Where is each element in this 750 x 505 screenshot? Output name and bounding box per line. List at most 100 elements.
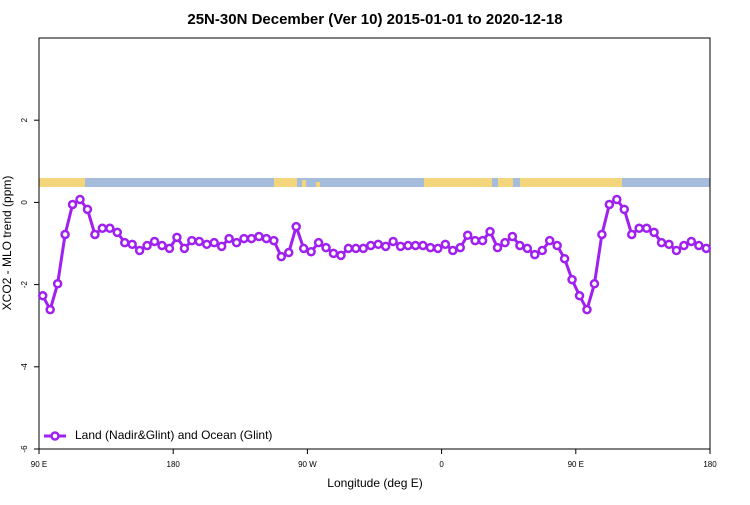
data-point xyxy=(477,235,488,246)
data-point xyxy=(313,237,324,248)
data-point xyxy=(321,242,331,253)
data-point xyxy=(664,239,674,250)
data-point xyxy=(574,290,585,301)
data-point xyxy=(671,245,682,256)
data-point xyxy=(157,240,167,251)
data-point xyxy=(656,237,667,248)
data-point xyxy=(246,233,257,244)
x-axis-label: Longitude (deg E) xyxy=(327,476,422,490)
data-point xyxy=(90,229,100,240)
data-point xyxy=(462,230,473,241)
plot-frame xyxy=(38,37,711,450)
data-point xyxy=(164,243,175,254)
data-point xyxy=(530,249,540,260)
data-point xyxy=(567,274,577,285)
data-point xyxy=(589,279,600,289)
data-point xyxy=(641,223,652,234)
data-point xyxy=(239,233,249,244)
data-point xyxy=(507,231,518,242)
data-point xyxy=(500,237,510,248)
data-point xyxy=(328,248,339,259)
y-tick-label: -4 xyxy=(20,363,29,371)
data-point xyxy=(440,239,451,250)
data-point xyxy=(336,250,346,261)
data-point xyxy=(515,240,525,251)
data-point xyxy=(448,245,458,256)
data-point xyxy=(544,235,555,246)
x-tick-label: 90 E xyxy=(31,460,47,469)
data-point xyxy=(194,236,205,247)
data-point xyxy=(179,243,190,254)
data-point xyxy=(649,227,659,238)
data-point xyxy=(134,245,145,256)
data-point xyxy=(388,236,398,247)
data-point xyxy=(582,304,592,315)
data-point xyxy=(358,243,369,254)
y-tick-label: -6 xyxy=(20,445,29,453)
x-tick-label: 90 W xyxy=(298,460,317,469)
data-point xyxy=(373,239,383,250)
data-point xyxy=(634,223,644,234)
data-point xyxy=(67,199,78,210)
data-point xyxy=(410,240,421,251)
data-point xyxy=(418,240,428,251)
data-point xyxy=(261,233,272,244)
data-point xyxy=(559,253,570,264)
y-tick-label: -2 xyxy=(20,280,29,288)
x-tick-label: 0 xyxy=(439,460,444,469)
data-point xyxy=(119,237,130,248)
y-tick-label: 2 xyxy=(20,117,29,122)
data-point xyxy=(522,243,533,254)
land-ocean-strip xyxy=(39,178,710,187)
data-point xyxy=(172,232,182,243)
data-point xyxy=(224,233,234,244)
data-point xyxy=(343,243,354,254)
y-tick-label: 0 xyxy=(20,200,29,205)
data-point xyxy=(597,229,607,240)
data-point xyxy=(209,237,219,248)
data-point xyxy=(254,231,264,242)
data-point xyxy=(187,235,197,246)
data-point xyxy=(202,239,212,250)
x-tick-label: 180 xyxy=(167,460,181,469)
data-point xyxy=(37,290,48,301)
data-point xyxy=(425,242,436,253)
data-point xyxy=(492,242,503,253)
data-point xyxy=(45,304,55,315)
chart-title: 25N-30N December (Ver 10) 2015-01-01 to … xyxy=(187,11,562,28)
data-point xyxy=(694,240,704,251)
data-point xyxy=(537,245,547,256)
series-line xyxy=(41,198,707,312)
data-point xyxy=(149,236,160,247)
data-point xyxy=(291,221,301,232)
data-point xyxy=(97,223,108,234)
data-point xyxy=(306,246,316,257)
data-point xyxy=(216,241,227,252)
data-point xyxy=(485,226,495,237)
data-point xyxy=(52,279,63,289)
data-point xyxy=(366,240,376,251)
data-point xyxy=(455,242,465,253)
data-point xyxy=(433,243,443,254)
data-point xyxy=(82,204,93,215)
data-point xyxy=(380,241,391,252)
x-tick-label: 90 E xyxy=(568,460,584,469)
data-point xyxy=(470,235,480,246)
data-point xyxy=(276,251,287,262)
data-point xyxy=(298,243,309,254)
data-point xyxy=(142,240,152,251)
data-point xyxy=(701,243,712,254)
data-point xyxy=(612,194,622,205)
data-point xyxy=(231,237,242,248)
data-point xyxy=(112,227,123,238)
data-point xyxy=(552,240,562,251)
data-point xyxy=(679,240,689,251)
data-point xyxy=(403,240,413,251)
x-tick-label: 180 xyxy=(703,460,717,469)
y-axis-label: XCO2 - MLO trend (ppm) xyxy=(0,176,14,311)
data-point xyxy=(75,194,85,205)
data-point xyxy=(269,235,279,246)
data-point xyxy=(626,229,637,240)
legend-label: Land (Nadir&Glint) and Ocean (Glint) xyxy=(75,428,272,442)
